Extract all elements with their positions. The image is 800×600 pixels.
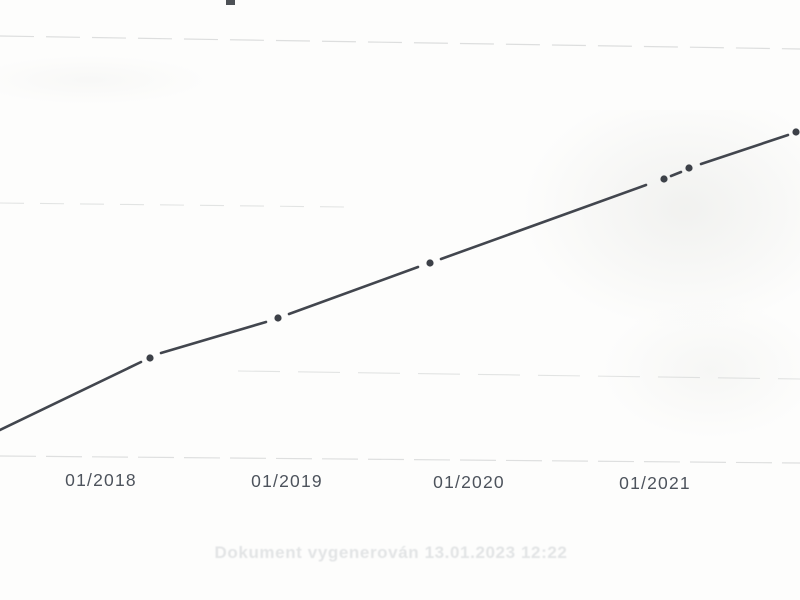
x-tick-label: 01/2020 — [433, 472, 505, 492]
data-point-marker — [660, 175, 668, 183]
scan-artifact-line — [237, 370, 800, 380]
x-tick-label: 01/2021 — [619, 473, 691, 493]
data-line-segment — [699, 133, 790, 166]
generated-watermark: Dokument vygenerován 13.01.2023 12:22 — [214, 543, 568, 562]
data-line-segment — [0, 360, 143, 432]
data-line-segment — [669, 170, 683, 178]
scan-artifact-line — [0, 455, 800, 464]
data-point-marker — [792, 128, 800, 136]
title-remnant-mark — [226, 0, 235, 5]
data-line-segment — [439, 183, 648, 261]
data-line-segment — [159, 320, 268, 355]
scan-artifact-line — [0, 35, 800, 50]
data-point-marker — [426, 259, 434, 267]
data-point-marker — [146, 354, 154, 362]
data-point-marker — [274, 314, 282, 322]
scan-artifact-line — [0, 202, 346, 208]
data-point-marker — [685, 164, 693, 172]
x-tick-label: 01/2018 — [65, 470, 137, 490]
data-line-segment — [287, 265, 420, 316]
x-tick-label: 01/2019 — [251, 471, 323, 491]
